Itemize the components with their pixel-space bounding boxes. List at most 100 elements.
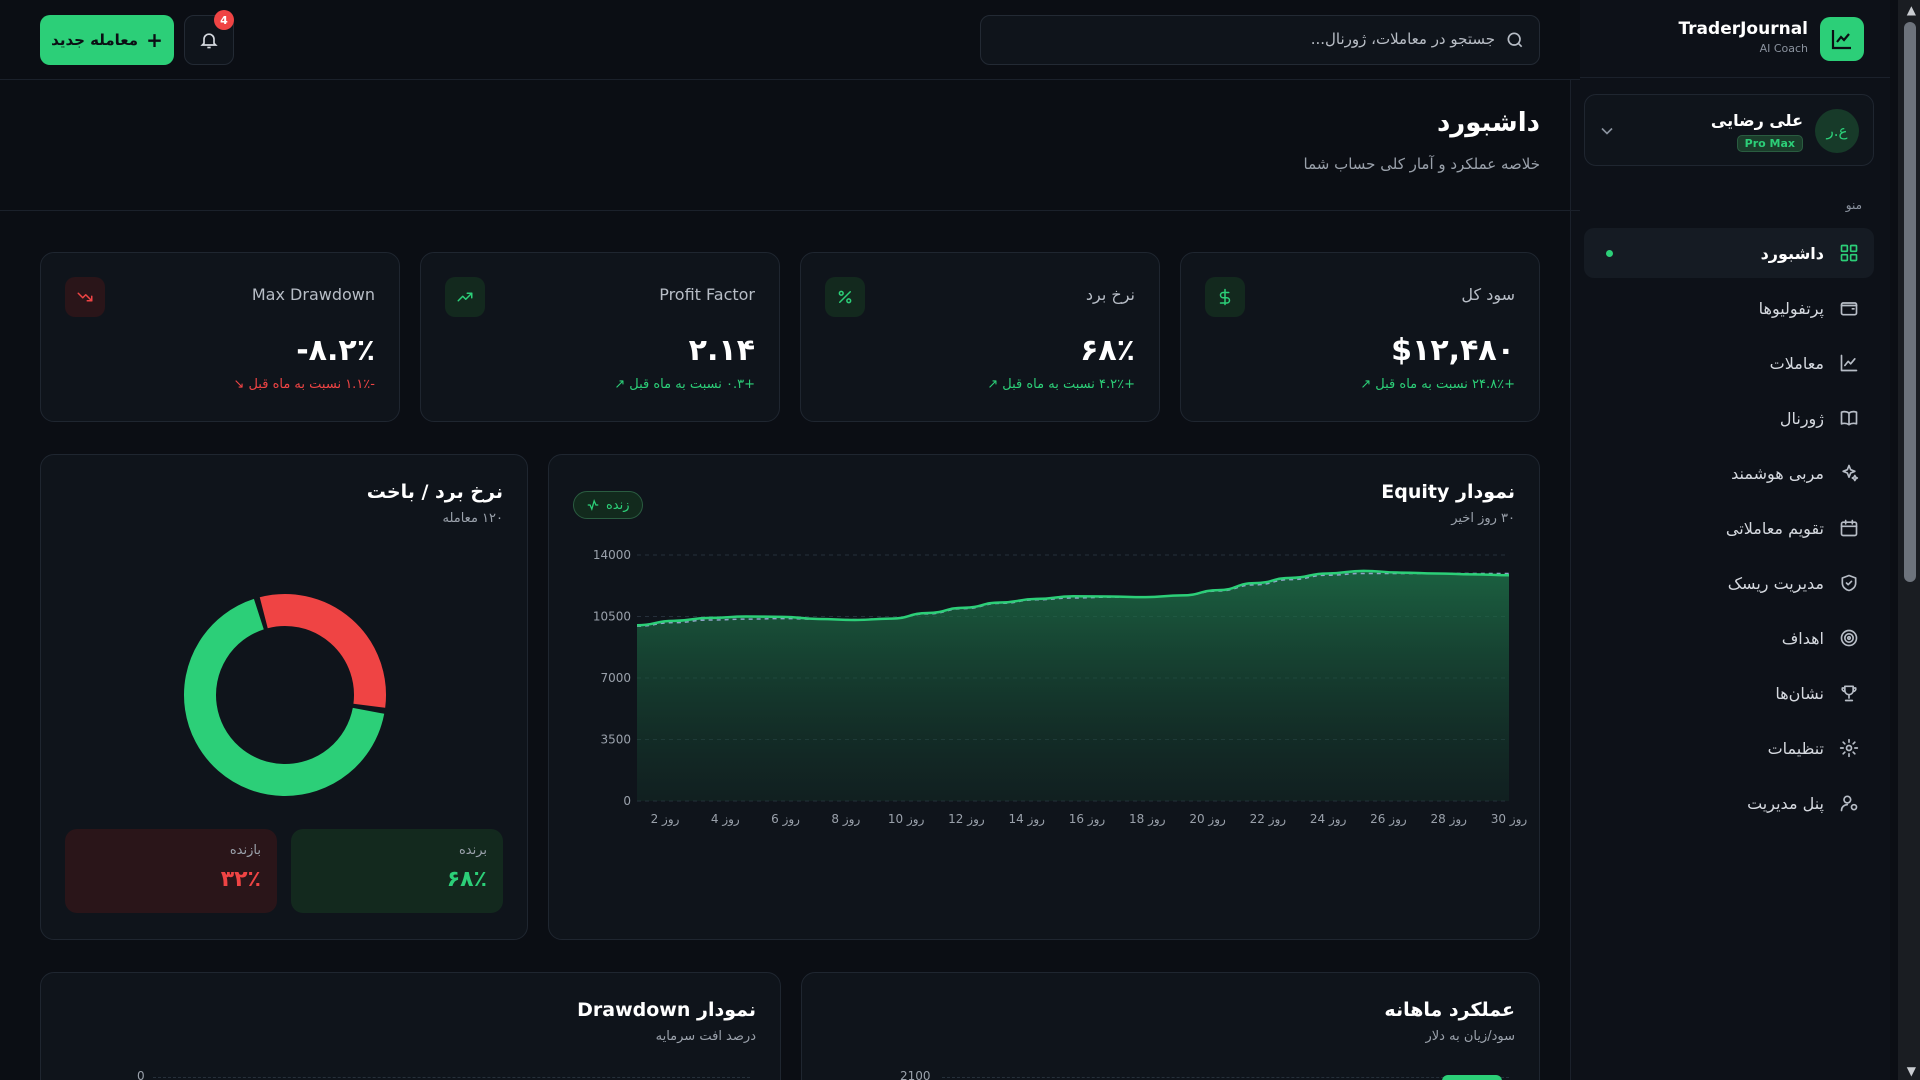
- scrollbar[interactable]: ▲ ▼: [1898, 0, 1920, 1080]
- live-badge: زنده: [573, 491, 643, 519]
- equity-line: [636, 569, 1510, 627]
- sidebar-item-label: تقویم معاملاتی: [1725, 518, 1824, 538]
- x-tick-label: روز 2: [651, 812, 680, 827]
- y-tick-label: 10500: [593, 610, 631, 624]
- plan-badge: Pro Max: [1736, 135, 1803, 152]
- dollar-icon: [1205, 277, 1245, 317]
- active-dot: [1606, 250, 1613, 257]
- monthly-first-tick: 2100: [900, 1069, 931, 1080]
- sidebar-item-4[interactable]: مربی هوشمند: [1584, 448, 1874, 498]
- winloss-panel: نرخ برد / باخت ۱۲۰ معامله برنده ۶۸٪ بازن…: [40, 454, 528, 940]
- user-name: علی رضایی: [1710, 111, 1803, 130]
- sparkles-icon: [1838, 462, 1860, 484]
- arrow-up-right-icon: ↗: [987, 377, 999, 392]
- wallet-icon: [1838, 297, 1860, 319]
- x-tick-label: روز 24: [1310, 812, 1347, 827]
- gear-icon: [1838, 737, 1860, 759]
- x-tick-label: روز 20: [1189, 812, 1226, 827]
- sidebar-item-5[interactable]: تقویم معاملاتی: [1584, 503, 1874, 553]
- grid-icon: [1838, 242, 1860, 264]
- stat-title: نرخ برد: [1085, 285, 1135, 304]
- equity-panel: نمودار Equity ۳۰ روز اخیر زنده 0 3500 7000…: [548, 454, 1540, 940]
- scroll-down-icon[interactable]: ▼: [1906, 1064, 1916, 1078]
- activity-icon: [587, 499, 599, 511]
- win-label: برنده: [458, 843, 487, 858]
- stat-card-0: سود کل $۱۲,۴۸۰ +۲۴.۸٪ نسبت به ماه قبل ↗: [1180, 252, 1540, 422]
- drawdown-subtitle: درصد افت سرمایه: [655, 1029, 756, 1044]
- winloss-subtitle: ۱۲۰ معامله: [442, 511, 503, 526]
- stat-title: Max Drawdown: [251, 285, 375, 304]
- sidebar-item-2[interactable]: معاملات: [1584, 338, 1874, 388]
- search-input[interactable]: جستجو در معاملات، ژورنال...: [980, 15, 1540, 65]
- winloss-title: نرخ برد / باخت: [366, 481, 503, 503]
- user-card[interactable]: ع.ر علی رضایی Pro Max: [1584, 94, 1874, 166]
- stat-card-3: Max Drawdown -۸.۲٪ -۱.۱٪ نسبت به ماه قبل…: [40, 252, 400, 422]
- topbar: جستجو در معاملات، ژورنال... 4 معامله جدی…: [0, 0, 1580, 80]
- sidebar-item-8[interactable]: نشان‌ها: [1584, 668, 1874, 718]
- stat-title: Profit Factor: [659, 285, 755, 304]
- shield-icon: [1838, 572, 1860, 594]
- stat-delta: +۴.۲٪ نسبت به ماه قبل ↗: [987, 377, 1135, 392]
- notifications-button[interactable]: [184, 15, 234, 65]
- equity-chart: 0 3500 7000 10500 14000 روز 2 روز 4 روز 6 روز 8 ر…: [593, 548, 1528, 827]
- drawdown-gridline: [153, 1077, 750, 1078]
- live-label: زنده: [606, 497, 630, 513]
- monthly-title: عملکرد ماهانه: [1384, 999, 1515, 1021]
- x-tick-label: روز 10: [888, 812, 925, 827]
- trend-line: [636, 572, 1509, 627]
- sidebar-item-label: مربی هوشمند: [1731, 463, 1824, 483]
- arrow-up-right-icon: ↗: [614, 377, 626, 392]
- drawdown-title: نمودار Drawdown: [577, 999, 756, 1021]
- sidebar: TraderJournal AI Coach ع.ر علی رضایی Pro…: [1570, 0, 1890, 1080]
- trophy-icon: [1838, 682, 1860, 704]
- stat-delta-text: +۰.۳ نسبت به ماه قبل: [629, 377, 755, 392]
- sidebar-item-9[interactable]: تنظیمات: [1584, 723, 1874, 773]
- y-tick-label: 3500: [600, 733, 631, 747]
- menu-label: منو: [1845, 198, 1862, 212]
- plus-icon: +: [146, 28, 163, 52]
- brand-title: TraderJournal: [1678, 19, 1808, 39]
- sidebar-item-7[interactable]: اهداف: [1584, 613, 1874, 663]
- x-tick-label: روز 18: [1129, 812, 1166, 827]
- logo-chart-icon[interactable]: [1820, 17, 1864, 61]
- sidebar-item-10[interactable]: پنل مدیریت: [1584, 778, 1874, 828]
- sidebar-item-3[interactable]: ژورنال: [1584, 393, 1874, 443]
- search-icon: [1505, 30, 1525, 50]
- sidebar-item-1[interactable]: پرتفولیوها: [1584, 283, 1874, 333]
- x-tick-label: روز 4: [711, 812, 740, 827]
- page-subtitle: خلاصه عملکرد و آمار کلی حساب شما: [1303, 155, 1540, 173]
- header-divider: [0, 210, 1580, 211]
- user-cog-icon: [1838, 792, 1860, 814]
- chevron-down-icon[interactable]: [1597, 121, 1617, 141]
- monthly-panel: عملکرد ماهانه سود/زیان به دلار 2100: [801, 972, 1540, 1080]
- percent-icon: [825, 277, 865, 317]
- sidebar-item-0[interactable]: داشبورد: [1584, 228, 1874, 278]
- stat-delta-text: +۴.۲٪ نسبت به ماه قبل: [1002, 377, 1135, 392]
- new-trade-label: معامله جدید: [51, 31, 139, 49]
- x-tick-label: روز 8: [831, 812, 860, 827]
- book-icon: [1838, 407, 1860, 429]
- y-tick-label: 0: [623, 794, 631, 808]
- sidebar-item-label: داشبورد: [1760, 243, 1824, 263]
- stat-value: ۶۸٪: [1080, 333, 1135, 368]
- new-trade-button[interactable]: معامله جدید +: [40, 15, 174, 65]
- sidebar-item-6[interactable]: مدیریت ریسک: [1584, 558, 1874, 608]
- trending-up-icon: [445, 277, 485, 317]
- loss-slice: [259, 594, 386, 708]
- loss-value: ۳۲٪: [220, 867, 261, 892]
- sidebar-item-label: مدیریت ریسک: [1727, 573, 1824, 593]
- scrollbar-thumb[interactable]: [1904, 22, 1916, 582]
- winloss-donut: [184, 594, 386, 796]
- scroll-up-icon[interactable]: ▲: [1906, 3, 1916, 17]
- y-tick-label: 14000: [593, 548, 631, 562]
- stat-card-2: Profit Factor ۲.۱۴ +۰.۳ نسبت به ماه قبل …: [420, 252, 780, 422]
- win-box: برنده ۶۸٪: [291, 829, 503, 913]
- chart-line-icon: [1838, 352, 1860, 374]
- equity-subtitle: ۳۰ روز اخیر: [1451, 511, 1515, 526]
- x-tick-label: روز 12: [948, 812, 985, 827]
- stat-delta: +۰.۳ نسبت به ماه قبل ↗: [614, 377, 755, 392]
- arrow-down-right-icon: ↘: [233, 377, 245, 392]
- stat-value: -۸.۲٪: [296, 333, 375, 368]
- monthly-subtitle: سود/زیان به دلار: [1425, 1029, 1515, 1044]
- sidebar-item-label: نشان‌ها: [1775, 683, 1824, 703]
